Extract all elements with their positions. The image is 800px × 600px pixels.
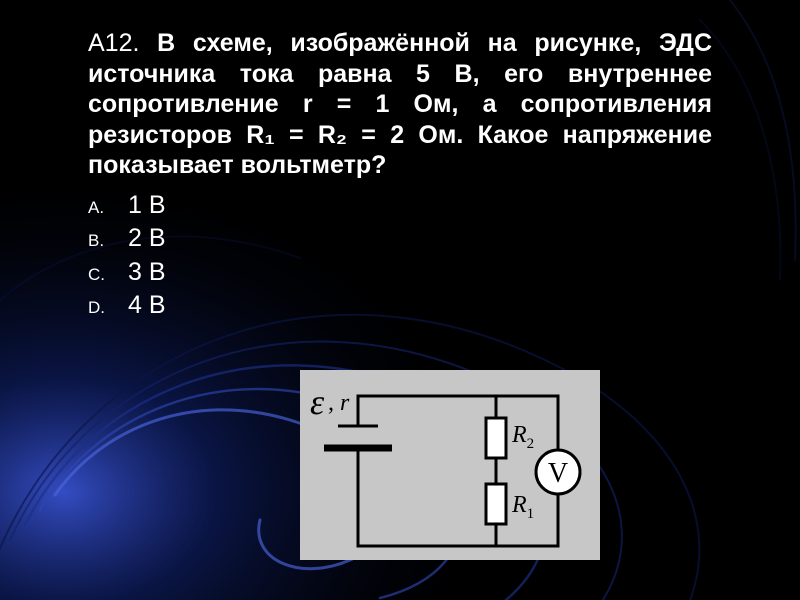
question-body: В схеме, изображённой на рисунке, ЭДС ис… — [88, 29, 712, 179]
choice-b: B. 2 В — [88, 222, 712, 256]
choice-letter: B. — [88, 230, 128, 253]
question-label: А12. — [88, 29, 139, 57]
resistor-r2 — [486, 418, 506, 458]
emf-label: ε — [310, 382, 325, 422]
r1-label: R1 — [511, 492, 534, 522]
choice-d: D. 4 В — [88, 289, 712, 323]
choice-letter: C. — [88, 264, 128, 287]
circuit-wires — [358, 396, 558, 546]
choice-text: 2 В — [128, 222, 166, 256]
voltmeter-letter: V — [548, 458, 568, 489]
resistor-r1 — [486, 484, 506, 524]
battery-icon — [324, 416, 392, 456]
choice-a: A. 1 В — [88, 189, 712, 223]
question-text: А12. В схеме, изображённой на рисунке, Э… — [88, 28, 712, 181]
internal-r-label: , r — [328, 390, 350, 416]
choice-letter: A. — [88, 197, 128, 220]
r2-label: R2 — [511, 422, 534, 452]
choice-letter: D. — [88, 297, 128, 320]
choice-c: C. 3 В — [88, 256, 712, 290]
choice-text: 3 В — [128, 256, 166, 290]
circuit-diagram: ε , r R2 R1 V — [300, 370, 600, 560]
choice-text: 1 В — [128, 189, 166, 223]
choice-list: A. 1 В B. 2 В C. 3 В D. 4 В — [88, 189, 712, 323]
choice-text: 4 В — [128, 289, 166, 323]
